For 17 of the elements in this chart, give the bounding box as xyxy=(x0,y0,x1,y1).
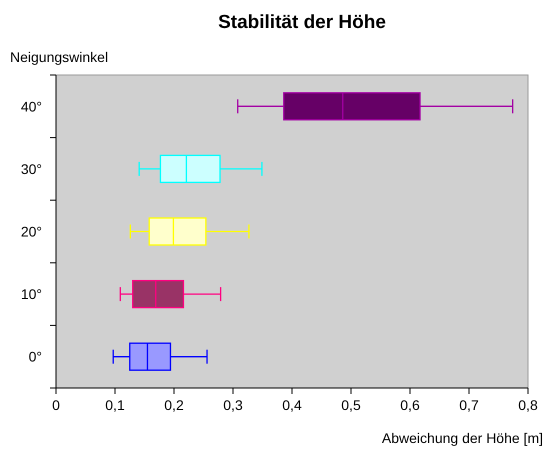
x-tick-label: 0,5 xyxy=(341,397,361,413)
x-tick-label: 0,7 xyxy=(459,397,479,413)
y-tick-label: 10° xyxy=(20,286,42,302)
x-tick-label: 0,3 xyxy=(223,397,243,413)
x-tick-label: 0 xyxy=(52,397,60,413)
chart-title: Stabilität der Höhe xyxy=(218,12,386,33)
y-tick-label: 40° xyxy=(20,98,42,114)
x-tick-label: 0,4 xyxy=(282,397,302,413)
x-tick-label: 0,2 xyxy=(164,397,184,413)
x-axis-title: Abweichung der Höhe [m] xyxy=(382,430,543,446)
y-tick-label: 30° xyxy=(20,160,42,177)
x-tick-label: 0,1 xyxy=(105,397,125,413)
x-tick-label: 0,6 xyxy=(400,397,420,413)
y-tick-label: 0° xyxy=(28,348,42,365)
y-tick-label: 20° xyxy=(20,224,42,240)
y-axis-title: Neigungswinkel xyxy=(10,49,108,65)
x-tick-label: 0,8 xyxy=(518,397,538,413)
